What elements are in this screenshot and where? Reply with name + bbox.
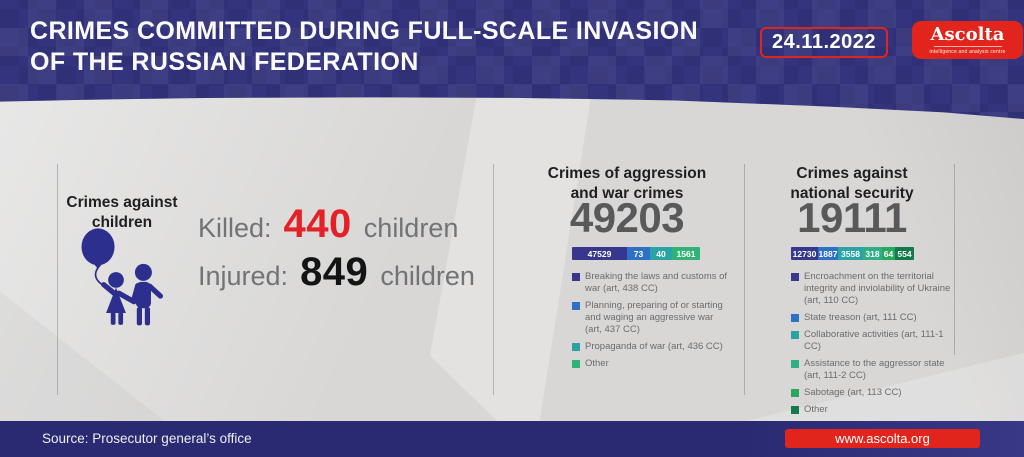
national-security-heading-line1: Crimes against	[796, 165, 908, 182]
national-security-total-number: 19111	[797, 194, 907, 241]
bar-segment: 47529	[572, 247, 627, 260]
legend-swatch-icon	[572, 302, 580, 310]
national-security-legend: Encroachment on the territorial integrit…	[791, 271, 955, 421]
injured-suffix: children	[380, 261, 475, 291]
injured-value: 849	[300, 250, 369, 294]
bar-segment: 554	[895, 247, 914, 260]
legend-item: Other	[572, 358, 730, 370]
legend-label: Sabotage (art, 113 CC)	[804, 387, 902, 398]
ascolta-logo-tagline: intelligence and analysis centre	[929, 49, 1006, 55]
legend-label: Planning, preparing of or starting and w…	[585, 300, 723, 335]
legend-label: Collaborative activities (art, 111-1 CC)	[804, 329, 944, 352]
bar-segment: 40	[650, 247, 672, 260]
national-security-heading-line2: national security	[790, 185, 914, 202]
injured-stat-row: Injured: 849 children	[198, 250, 475, 295]
legend-swatch-icon	[572, 360, 580, 368]
ascolta-logo: Ascolta intelligence and analysis centre	[912, 21, 1023, 59]
national-security-stacked-bar: 12730 1887 3558 318 64 554	[791, 247, 914, 260]
bar-segment: 12730	[791, 247, 818, 260]
legend-swatch-icon	[791, 314, 799, 322]
page-title-line2: OF THE RUSSIAN FEDERATION	[30, 48, 419, 76]
section-divider	[744, 164, 745, 395]
legend-item: Breaking the laws and customs of war (ar…	[572, 271, 730, 295]
legend-item: Collaborative activities (art, 111-1 CC)	[791, 329, 955, 353]
legend-swatch-icon	[791, 389, 799, 397]
ascolta-logo-name: Ascolta	[930, 24, 1005, 45]
logo-divider	[933, 46, 1002, 47]
children-section-heading: Crimes against children	[58, 193, 186, 233]
aggression-heading-line1: Crimes of aggression	[547, 165, 707, 182]
killed-stat-row: Killed: 440 children	[198, 202, 458, 247]
bar-segment: 1561	[672, 247, 700, 260]
page-title-line1: CRIMES COMMITTED DURING FULL-SCALE INVAS…	[30, 17, 699, 45]
section-divider	[954, 164, 955, 355]
legend-item: Propaganda of war (art, 436 CC)	[572, 341, 730, 353]
legend-item: Encroachment on the territorial integrit…	[791, 271, 955, 307]
legend-label: Assistance to the aggressor state (art, …	[804, 358, 945, 381]
aggression-stacked-bar: 47529 73 40 1561	[572, 247, 700, 260]
legend-item: State treason (art, 111 CC)	[791, 312, 955, 324]
legend-label: Other	[585, 358, 609, 369]
header-banner: CRIMES COMMITTED DURING FULL-SCALE INVAS…	[0, 0, 1024, 120]
legend-swatch-icon	[791, 360, 799, 368]
legend-item: Assistance to the aggressor state (art, …	[791, 358, 955, 382]
legend-swatch-icon	[791, 331, 799, 339]
legend-label: Encroachment on the territorial integrit…	[804, 271, 951, 306]
legend-swatch-icon	[572, 343, 580, 351]
children-heading-line2: children	[91, 214, 153, 231]
legend-label: Breaking the laws and customs of war (ar…	[585, 271, 728, 294]
bar-segment: 1887	[818, 247, 838, 260]
page-title: CRIMES COMMITTED DURING FULL-SCALE INVAS…	[30, 16, 698, 78]
legend-label: Other	[804, 404, 828, 415]
killed-value: 440	[283, 202, 352, 246]
bar-segment: 64	[882, 247, 895, 260]
report-date-badge: 24.11.2022	[760, 27, 888, 58]
legend-label: State treason (art, 111 CC)	[804, 312, 917, 323]
children-heading-line1: Crimes against	[66, 194, 178, 211]
aggression-chart-heading: Crimes of aggression and war crimes	[527, 164, 727, 204]
bar-segment: 318	[863, 247, 882, 260]
children-with-balloon-icon	[81, 228, 164, 326]
website-link[interactable]: www.ascolta.org	[785, 429, 980, 448]
legend-item: Other	[791, 404, 955, 416]
bar-segment: 3558	[838, 247, 863, 260]
section-divider	[493, 164, 494, 395]
aggression-heading-line2: and war crimes	[570, 185, 684, 202]
legend-item: Planning, preparing of or starting and w…	[572, 300, 730, 336]
footer-bar: Source: Prosecutor general’s office www.…	[0, 421, 1024, 457]
source-text: Source: Prosecutor general’s office	[42, 431, 252, 446]
killed-label: Killed:	[198, 213, 272, 243]
aggression-legend: Breaking the laws and customs of war (ar…	[572, 271, 730, 375]
injured-label: Injured:	[198, 261, 289, 291]
bar-segment: 73	[627, 247, 650, 260]
section-divider	[57, 164, 58, 395]
national-security-chart-heading: Crimes against national security	[752, 164, 952, 204]
legend-label: Propaganda of war (art, 436 CC)	[585, 341, 723, 352]
legend-swatch-icon	[791, 273, 799, 281]
legend-swatch-icon	[791, 406, 799, 414]
legend-item: Sabotage (art, 113 CC)	[791, 387, 955, 399]
aggression-total-number: 49203	[569, 194, 685, 241]
legend-swatch-icon	[572, 273, 580, 281]
killed-suffix: children	[363, 213, 459, 243]
